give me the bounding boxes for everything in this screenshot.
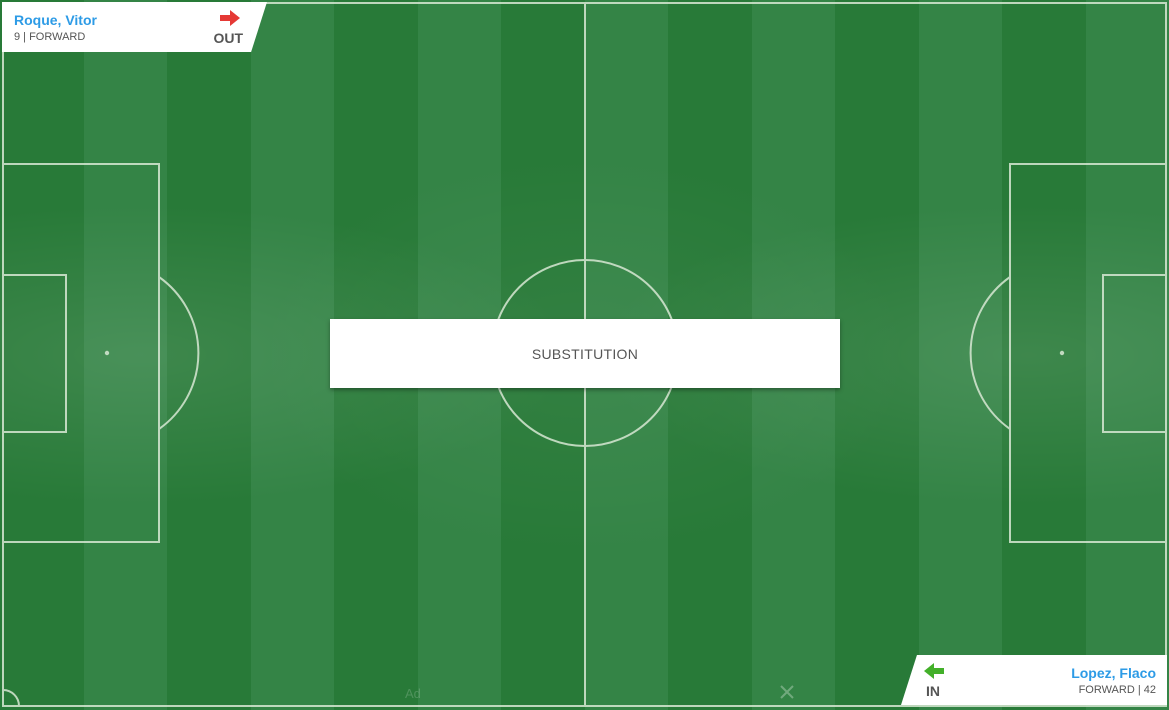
player-in-position-number: FORWARD | 42 bbox=[1078, 684, 1156, 696]
left-penalty-arc bbox=[158, 276, 200, 430]
player-out-status: OUT bbox=[213, 30, 243, 46]
corner-arc-bottom-left bbox=[2, 689, 20, 707]
player-out-number-position: 9 | FORWARD bbox=[14, 31, 86, 43]
right-penalty-spot bbox=[1059, 350, 1065, 356]
player-in-card: IN Lopez, Flaco FORWARD | 42 bbox=[901, 655, 1167, 705]
player-out-card: Roque, Vitor 9 | FORWARD OUT bbox=[2, 2, 267, 52]
event-label: SUBSTITUTION bbox=[531, 345, 639, 362]
ad-label: Ad bbox=[405, 686, 421, 701]
player-in-status: IN bbox=[926, 683, 940, 699]
right-penalty-arc bbox=[969, 276, 1011, 430]
arrow-right-icon bbox=[220, 10, 240, 26]
event-banner: SUBSTITUTION bbox=[330, 319, 840, 388]
close-icon[interactable] bbox=[778, 683, 796, 701]
left-penalty-spot bbox=[104, 350, 110, 356]
right-goal-area bbox=[1102, 274, 1167, 433]
arrow-left-icon bbox=[924, 663, 944, 679]
left-goal-area bbox=[2, 274, 67, 433]
player-out-name: Roque, Vitor bbox=[14, 12, 97, 28]
right-penalty-area bbox=[1009, 163, 1167, 543]
player-in-name: Lopez, Flaco bbox=[1071, 665, 1156, 681]
left-penalty-area bbox=[2, 163, 160, 543]
